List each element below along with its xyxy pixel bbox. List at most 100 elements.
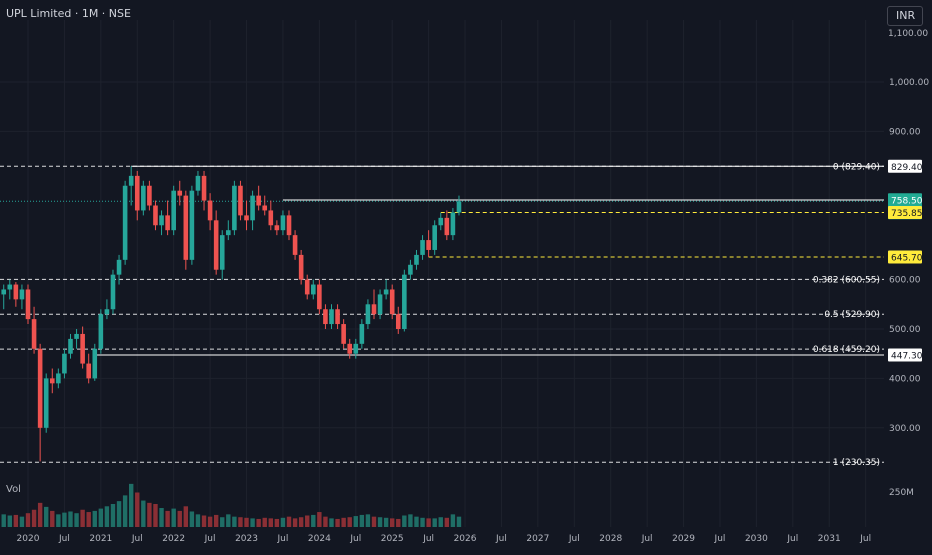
candle-body bbox=[128, 175, 134, 186]
volume-bar bbox=[86, 512, 91, 527]
candle-body bbox=[383, 289, 389, 295]
volume-bar bbox=[116, 501, 122, 527]
volume-bar bbox=[250, 518, 255, 527]
volume-axis-label: 250M bbox=[889, 488, 914, 498]
candle-body bbox=[444, 217, 450, 236]
x-tick-label: Jul bbox=[714, 534, 726, 544]
volume-bar bbox=[220, 517, 225, 527]
price-tag-text: 645.70 bbox=[891, 254, 923, 264]
volume-bar bbox=[377, 517, 383, 527]
price-tag-text: 829.40 bbox=[891, 163, 923, 173]
volume-bar bbox=[329, 518, 334, 527]
candle-body bbox=[86, 363, 91, 379]
volume-bar bbox=[341, 517, 346, 527]
candle-body bbox=[1, 289, 7, 295]
candle-body bbox=[298, 254, 304, 280]
price-axis[interactable]: 1,000.00 900.00 600.00 500.00 400.00 300.00 bbox=[889, 78, 929, 434]
x-tick-label: Jul bbox=[641, 534, 653, 544]
candle-body bbox=[98, 314, 104, 349]
x-tick-label: 2027 bbox=[526, 534, 549, 544]
y-tick-label: 500.00 bbox=[889, 325, 921, 335]
volume-bar bbox=[353, 516, 358, 527]
volume-bar bbox=[104, 506, 110, 527]
volume-label: Vol bbox=[6, 484, 21, 495]
x-tick-label: Jul bbox=[277, 534, 289, 544]
candle-body bbox=[92, 348, 98, 379]
time-axis[interactable]: 2020 Jul 2021 Jul 2022 Jul 2023 Jul 2024 Jul 2025 J… bbox=[17, 534, 872, 544]
x-tick-label: Jul bbox=[495, 534, 507, 544]
candle-body bbox=[292, 235, 298, 255]
volume-bar bbox=[432, 518, 437, 527]
candle-body bbox=[268, 210, 274, 226]
volume-bar bbox=[213, 514, 219, 527]
volume-bar bbox=[359, 514, 365, 527]
candle-body bbox=[31, 319, 37, 349]
volume-bar bbox=[408, 514, 413, 527]
volume-bar bbox=[396, 518, 401, 527]
volume-bar bbox=[438, 517, 443, 527]
candle-body bbox=[189, 190, 195, 260]
x-tick-label: 2026 bbox=[454, 534, 477, 544]
volume-bar bbox=[201, 515, 207, 527]
candle-body bbox=[274, 225, 280, 231]
x-tick-label: Jul bbox=[58, 534, 70, 544]
candle-body bbox=[183, 195, 189, 260]
volume-bars bbox=[1, 483, 462, 527]
candle-body bbox=[122, 185, 128, 260]
volume-bar bbox=[262, 517, 267, 527]
volume-bar bbox=[80, 509, 85, 527]
price-tag-text: 447.30 bbox=[891, 352, 923, 362]
price-tag bbox=[888, 250, 922, 264]
volume-bar bbox=[226, 514, 231, 527]
price-tag bbox=[888, 205, 922, 219]
volume-bar bbox=[189, 511, 195, 527]
candle-body bbox=[304, 279, 310, 295]
price-tag-text: 735.85 bbox=[891, 209, 923, 219]
volume-bar bbox=[383, 517, 389, 527]
volume-bar bbox=[147, 502, 152, 527]
volume-bar bbox=[68, 511, 73, 527]
fib-level-label: 0 (829.40) bbox=[833, 162, 880, 172]
candles bbox=[1, 166, 462, 462]
volume-bar bbox=[298, 517, 304, 527]
volume-bar bbox=[1, 514, 6, 527]
x-tick-label: Jul bbox=[422, 534, 434, 544]
x-tick-label: 2022 bbox=[162, 534, 185, 544]
candle-body bbox=[177, 190, 183, 196]
volume-bar bbox=[274, 518, 280, 527]
volume-bar bbox=[323, 516, 328, 527]
volume-bar bbox=[305, 515, 310, 527]
candle-body bbox=[56, 373, 61, 384]
symbol-title[interactable]: UPL Limited · 1M · NSE bbox=[6, 7, 131, 20]
volume-bar bbox=[177, 510, 182, 527]
candle-body bbox=[244, 215, 249, 221]
volume-bar bbox=[335, 518, 340, 527]
candle-body bbox=[37, 348, 43, 428]
candle-body bbox=[195, 175, 201, 191]
candle-body bbox=[323, 309, 328, 325]
volume-bar bbox=[7, 515, 12, 527]
candle-body bbox=[159, 215, 164, 226]
volume-bar bbox=[50, 510, 55, 527]
candle-body bbox=[359, 324, 365, 344]
y-tick-label: 900.00 bbox=[889, 127, 921, 137]
candle-body bbox=[213, 220, 219, 270]
volume-bar bbox=[141, 500, 146, 527]
currency-button[interactable]: INR bbox=[887, 6, 923, 26]
volume-bar bbox=[183, 506, 189, 527]
x-tick-label: 2030 bbox=[745, 534, 768, 544]
volume-bar bbox=[56, 514, 61, 527]
fib-level-label: 0.382 (600.55) bbox=[813, 275, 880, 285]
candle-body bbox=[353, 343, 359, 354]
x-tick-label: Jul bbox=[131, 534, 143, 544]
volume-bar bbox=[195, 514, 201, 527]
candle-body bbox=[317, 284, 322, 310]
candle-body bbox=[49, 378, 55, 384]
candle-body bbox=[438, 217, 444, 226]
volume-bar bbox=[347, 517, 352, 527]
volume-bar bbox=[311, 514, 316, 527]
volume-bar bbox=[371, 516, 377, 527]
volume-bar bbox=[165, 510, 170, 527]
